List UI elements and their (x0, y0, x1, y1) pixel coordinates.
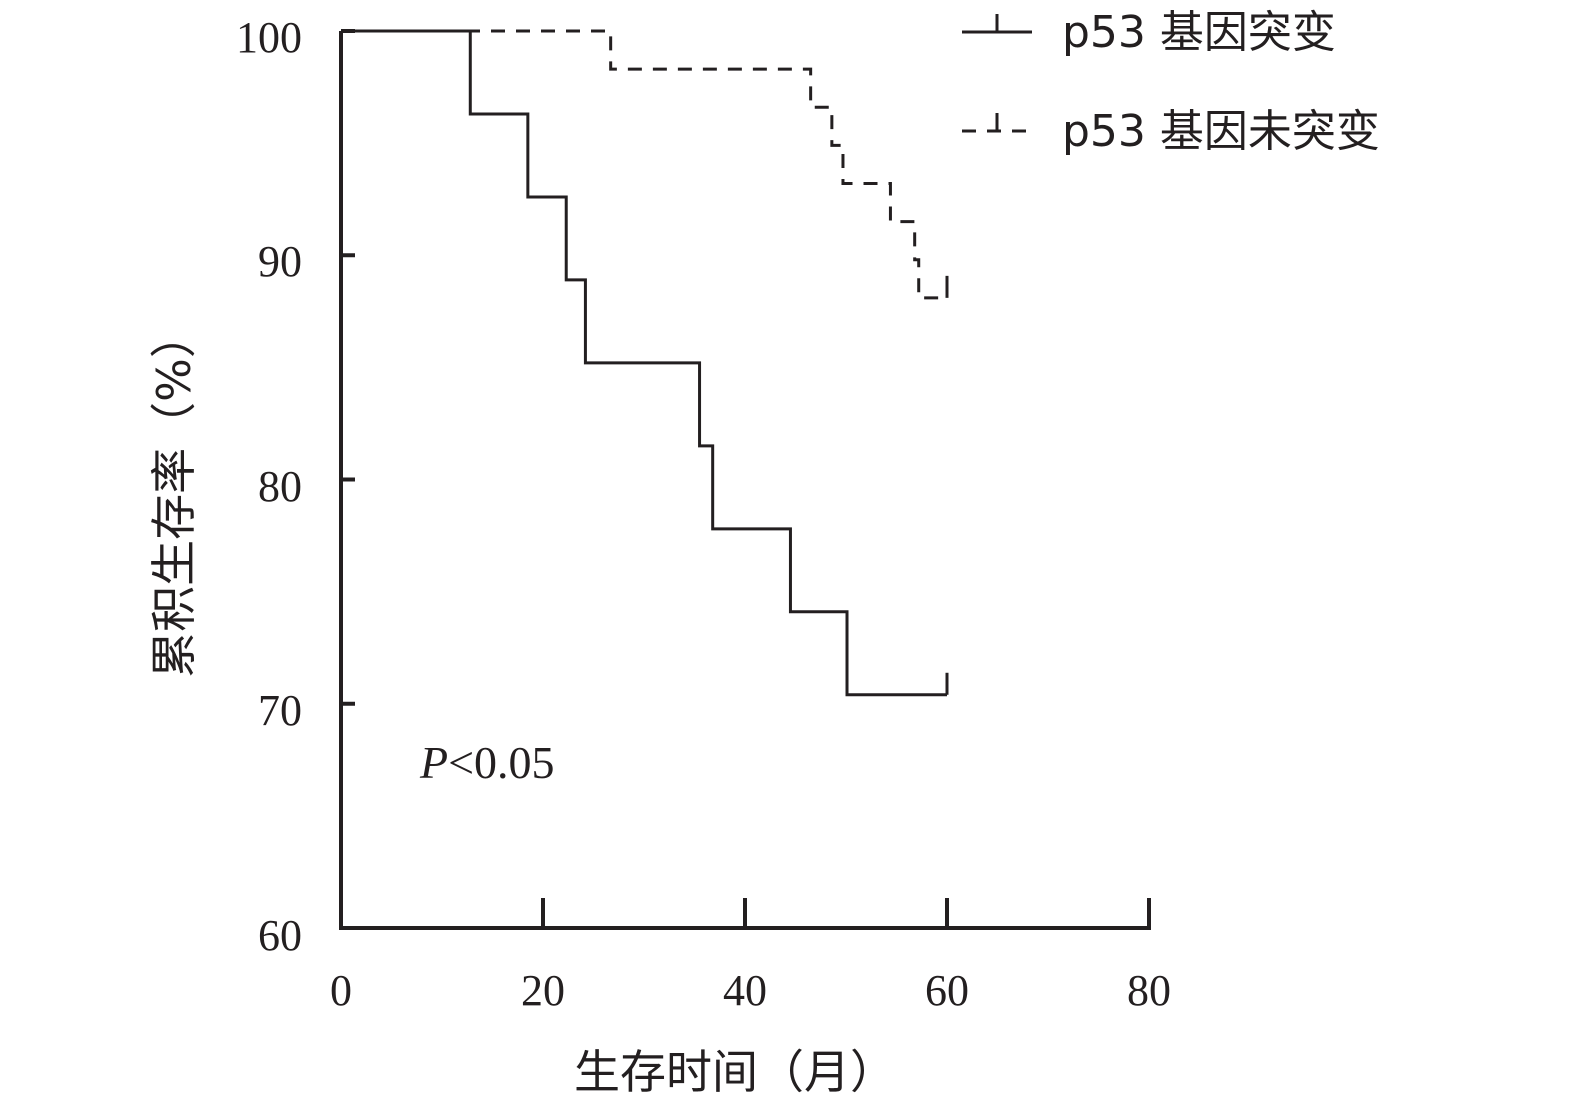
series-line-1 (341, 29, 947, 300)
x-tick-label-20: 20 (521, 966, 565, 1015)
x-tick-label-80: 80 (1127, 966, 1171, 1015)
legend-symbol-wildtype (962, 113, 1032, 133)
p-value-italic: P (419, 737, 448, 788)
plot-lines (341, 29, 949, 697)
x-tick-label-40: 40 (723, 966, 767, 1015)
y-tick-label-80: 80 (258, 462, 302, 511)
y-tick-label-100: 100 (236, 13, 302, 62)
y-tick-label-70: 70 (258, 686, 302, 735)
ticks (341, 29, 1151, 928)
y-tick-label-60: 60 (258, 911, 302, 960)
p-value-rest: <0.05 (448, 737, 554, 788)
axes (339, 31, 1151, 930)
p-value-annotation: P<0.05 (419, 737, 555, 788)
x-axis-title: 生存时间（月） (574, 1045, 896, 1099)
legend-label-mutant: p53 基因突变 (1062, 7, 1336, 58)
series-line-0 (341, 29, 947, 697)
x-tick-label-60: 60 (925, 966, 969, 1015)
legend-symbol-mutant (962, 14, 1032, 34)
y-axis-title: 累积生存率（%） (147, 312, 201, 678)
y-tick-label-90: 90 (258, 237, 302, 286)
x-tick-label-0: 0 (330, 966, 352, 1015)
legend-label-wildtype: p53 基因未突变 (1062, 106, 1380, 157)
legend: p53 基因突变 p53 基因未突变 (962, 7, 1380, 157)
